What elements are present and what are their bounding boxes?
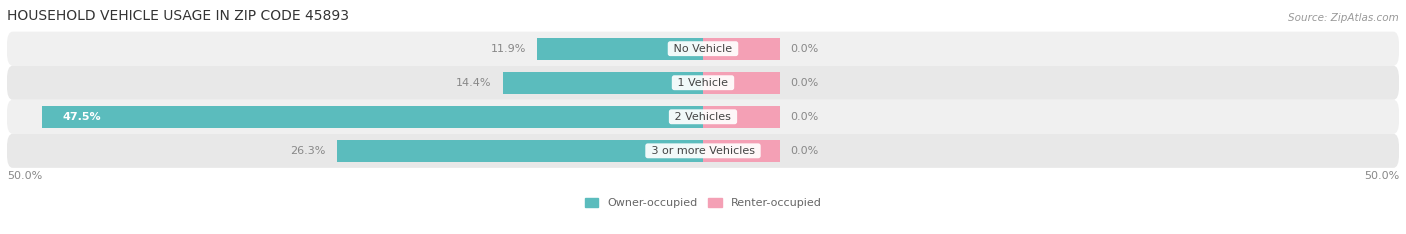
Text: 1 Vehicle: 1 Vehicle [675, 78, 731, 88]
Text: 2 Vehicles: 2 Vehicles [671, 112, 735, 122]
Bar [502, 72, 703, 94]
Text: No Vehicle: No Vehicle [671, 44, 735, 54]
Text: 0.0%: 0.0% [790, 146, 818, 156]
Bar [703, 38, 779, 60]
Bar [537, 38, 703, 60]
Text: 50.0%: 50.0% [1364, 171, 1399, 181]
Text: 3 or more Vehicles: 3 or more Vehicles [648, 146, 758, 156]
Text: 50.0%: 50.0% [7, 171, 42, 181]
FancyBboxPatch shape [7, 134, 1399, 168]
Bar [337, 140, 703, 162]
Text: 0.0%: 0.0% [790, 112, 818, 122]
Text: 47.5%: 47.5% [63, 112, 101, 122]
Bar [703, 140, 779, 162]
Text: 26.3%: 26.3% [291, 146, 326, 156]
Text: 14.4%: 14.4% [456, 78, 492, 88]
Text: Source: ZipAtlas.com: Source: ZipAtlas.com [1288, 13, 1399, 23]
FancyBboxPatch shape [7, 100, 1399, 134]
Bar [703, 72, 779, 94]
Text: 0.0%: 0.0% [790, 44, 818, 54]
Text: 0.0%: 0.0% [790, 78, 818, 88]
FancyBboxPatch shape [7, 66, 1399, 100]
Text: 11.9%: 11.9% [491, 44, 526, 54]
Bar [42, 106, 703, 128]
Bar [703, 106, 779, 128]
Legend: Owner-occupied, Renter-occupied: Owner-occupied, Renter-occupied [581, 194, 825, 213]
FancyBboxPatch shape [7, 32, 1399, 66]
Text: HOUSEHOLD VEHICLE USAGE IN ZIP CODE 45893: HOUSEHOLD VEHICLE USAGE IN ZIP CODE 4589… [7, 9, 349, 23]
